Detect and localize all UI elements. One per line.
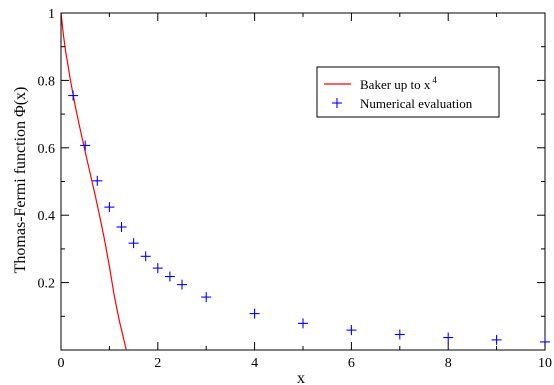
y-axis-label: Thomas-Fermi function Φ(x) xyxy=(12,87,29,274)
legend-label-baker-sup: 4 xyxy=(432,75,437,85)
axis-ticks: 0 2 4 6 8 10 0.2 0.4 0.6 0.8 1 xyxy=(38,7,553,371)
numerical-point xyxy=(394,329,405,340)
numerical-point xyxy=(68,90,79,101)
plot-area xyxy=(60,12,546,351)
numerical-point xyxy=(164,271,175,282)
y-tick-label: 1 xyxy=(48,7,55,22)
x-tick-label: 6 xyxy=(348,356,355,371)
y-tick-label: 0.2 xyxy=(38,277,56,292)
series-layer xyxy=(60,12,550,351)
y-tick-label: 0.4 xyxy=(38,209,56,224)
plot-frame xyxy=(60,12,546,351)
legend-plus-marker xyxy=(332,98,342,108)
numerical-point xyxy=(177,279,187,290)
y-tick-label: 0.8 xyxy=(38,74,56,89)
numerical-point xyxy=(104,202,115,213)
x-tick-label: 8 xyxy=(445,356,452,371)
numerical-point xyxy=(152,263,163,274)
numerical-point xyxy=(80,140,91,151)
numerical-point xyxy=(491,334,502,345)
numerical-point xyxy=(346,325,357,336)
numerical-point xyxy=(128,238,139,249)
legend-box xyxy=(316,66,500,118)
x-tick-label: 2 xyxy=(154,356,161,371)
x-tick-label: 0 xyxy=(58,356,65,371)
y-tick-label: 0.6 xyxy=(38,142,56,157)
numerical-point xyxy=(201,292,212,303)
baker-curve xyxy=(60,12,127,351)
x-tick-label: 4 xyxy=(251,356,258,371)
legend-label-baker-main: Baker up to x xyxy=(360,77,431,92)
numerical-point xyxy=(140,251,151,262)
numerical-point xyxy=(116,221,127,232)
x-tick-label: 10 xyxy=(538,356,552,371)
legend-label-numerical: Numerical evaluation xyxy=(360,96,473,111)
legend-plus xyxy=(332,98,342,108)
x-axis-label: x xyxy=(297,370,305,385)
numerical-point xyxy=(298,318,308,329)
numerical-point xyxy=(92,175,103,186)
numerical-point xyxy=(249,308,260,319)
numerical-point xyxy=(443,332,454,343)
